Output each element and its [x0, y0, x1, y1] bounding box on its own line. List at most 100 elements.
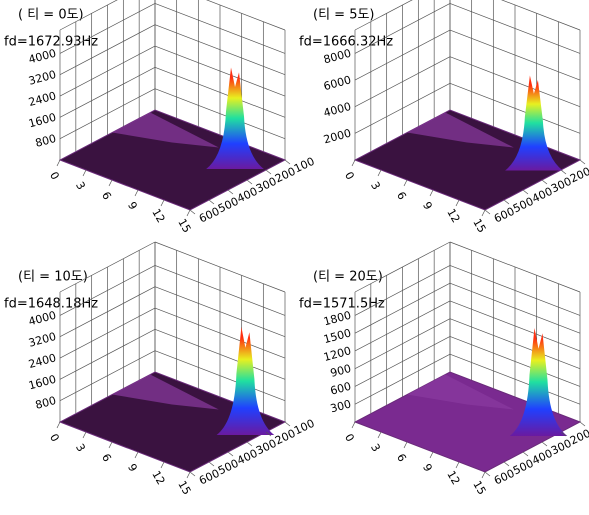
- x-tick-label: 9: [420, 461, 435, 474]
- x-tick-label: 3: [73, 441, 88, 454]
- x-tick: [161, 462, 164, 468]
- z-tick-label: 4000: [27, 309, 57, 329]
- x-tick-label: 3: [73, 179, 88, 192]
- x-tick-label: 15: [175, 216, 193, 235]
- y-tick: [561, 170, 566, 174]
- plot-panel: (티 = 10도)fd=1648.18Hz8001600240032004000…: [4, 242, 317, 497]
- y-tick: [209, 200, 214, 204]
- y-tick: [247, 442, 252, 446]
- x-tick: [187, 210, 190, 216]
- x-tick: [404, 442, 407, 448]
- z-tick-label: 1200: [322, 344, 352, 364]
- x-tick-label: 9: [420, 199, 435, 212]
- y-tick: [523, 190, 528, 194]
- y-tick: [580, 160, 585, 164]
- x-tick-label: 6: [394, 451, 409, 464]
- y-tick: [504, 462, 509, 466]
- x-tick: [482, 472, 485, 478]
- panel-title: (티 = 20도): [313, 270, 383, 285]
- z-tick-label: 1600: [27, 373, 57, 393]
- x-tick-label: 12: [149, 206, 167, 225]
- z-tick-label: 1500: [322, 326, 352, 346]
- x-tick-label: 15: [470, 478, 488, 497]
- z-tick-label: 2000: [322, 127, 352, 147]
- z-tick-label: 800: [34, 132, 58, 150]
- x-tick-label: 0: [47, 431, 62, 444]
- y-tick: [247, 180, 252, 184]
- x-tick: [456, 462, 459, 468]
- x-tick-label: 3: [368, 441, 383, 454]
- x-tick: [378, 170, 381, 176]
- x-tick-label: 0: [342, 169, 357, 182]
- plot-panel: ( 티 = 0도)fd=1672.93Hz8001600240032004000…: [4, 0, 317, 235]
- z-tick-label: 2400: [27, 351, 57, 371]
- z-tick-label: 900: [329, 362, 353, 380]
- x-tick: [378, 432, 381, 438]
- y-tick: [209, 462, 214, 466]
- x-tick: [57, 160, 60, 166]
- y-tick: [228, 190, 233, 194]
- x-tick: [161, 200, 164, 206]
- y-tick: [504, 200, 509, 204]
- x-tick-label: 12: [444, 468, 462, 487]
- z-tick-label: 800: [34, 394, 58, 412]
- x-tick: [352, 422, 355, 428]
- panel-subtitle: fd=1571.5Hz: [299, 297, 385, 312]
- figure: ( 티 = 0도)fd=1672.93Hz8001600240032004000…: [0, 0, 589, 515]
- x-tick-label: 12: [149, 468, 167, 487]
- z-tick-label: 600: [329, 380, 353, 398]
- y-tick: [485, 210, 490, 214]
- x-tick-label: 9: [125, 199, 140, 212]
- x-tick-label: 0: [47, 169, 62, 182]
- panel-title: (티 = 5도): [313, 8, 375, 23]
- x-tick: [430, 452, 433, 458]
- y-tick: [285, 160, 290, 164]
- panel-title: (티 = 10도): [18, 270, 88, 285]
- x-tick-label: 6: [99, 451, 114, 464]
- x-tick: [135, 452, 138, 458]
- y-tick: [285, 422, 290, 426]
- x-tick-label: 15: [175, 478, 193, 497]
- x-tick: [404, 180, 407, 186]
- x-tick: [109, 180, 112, 186]
- plot-panel: (티 = 5도)fd=1666.32Hz20004000600080000369…: [299, 0, 589, 235]
- z-tick-label: 2400: [27, 89, 57, 109]
- x-tick-label: 3: [368, 179, 383, 192]
- x-tick: [352, 160, 355, 166]
- x-tick-label: 12: [444, 206, 462, 225]
- plot-panel: (티 = 20도) fd=1571.5Hz 30060090012001500180…: [299, 242, 589, 497]
- y-tick: [228, 452, 233, 456]
- y-tick-label: 100: [292, 417, 317, 438]
- x-tick-label: 6: [99, 189, 114, 202]
- x-tick: [135, 190, 138, 196]
- y-tick: [542, 442, 547, 446]
- z-tick-label: 8000: [322, 47, 352, 67]
- x-tick: [482, 210, 485, 216]
- x-tick: [83, 170, 86, 176]
- x-tick-label: 9: [125, 461, 140, 474]
- z-tick-label: 1600: [27, 111, 57, 131]
- x-tick-label: 15: [470, 216, 488, 235]
- panel-title: ( 티 = 0도): [18, 8, 84, 23]
- x-tick: [57, 422, 60, 428]
- x-tick: [456, 200, 459, 206]
- x-tick: [83, 432, 86, 438]
- z-tick-label: 1800: [322, 309, 352, 329]
- x-tick: [430, 190, 433, 196]
- y-tick: [485, 472, 490, 476]
- x-tick: [109, 442, 112, 448]
- y-tick: [190, 472, 195, 476]
- y-tick: [266, 170, 271, 174]
- z-tick-label: 300: [329, 397, 353, 415]
- y-tick: [580, 422, 585, 426]
- y-tick-label: 100: [292, 155, 317, 176]
- y-tick: [190, 210, 195, 214]
- y-tick: [523, 452, 528, 456]
- y-tick: [542, 180, 547, 184]
- z-tick-label: 3200: [27, 330, 57, 350]
- z-tick-label: 3200: [27, 68, 57, 88]
- x-tick: [187, 472, 190, 478]
- z-tick-label: 6000: [322, 73, 352, 93]
- z-tick-label: 4000: [27, 47, 57, 67]
- x-tick-label: 0: [342, 431, 357, 444]
